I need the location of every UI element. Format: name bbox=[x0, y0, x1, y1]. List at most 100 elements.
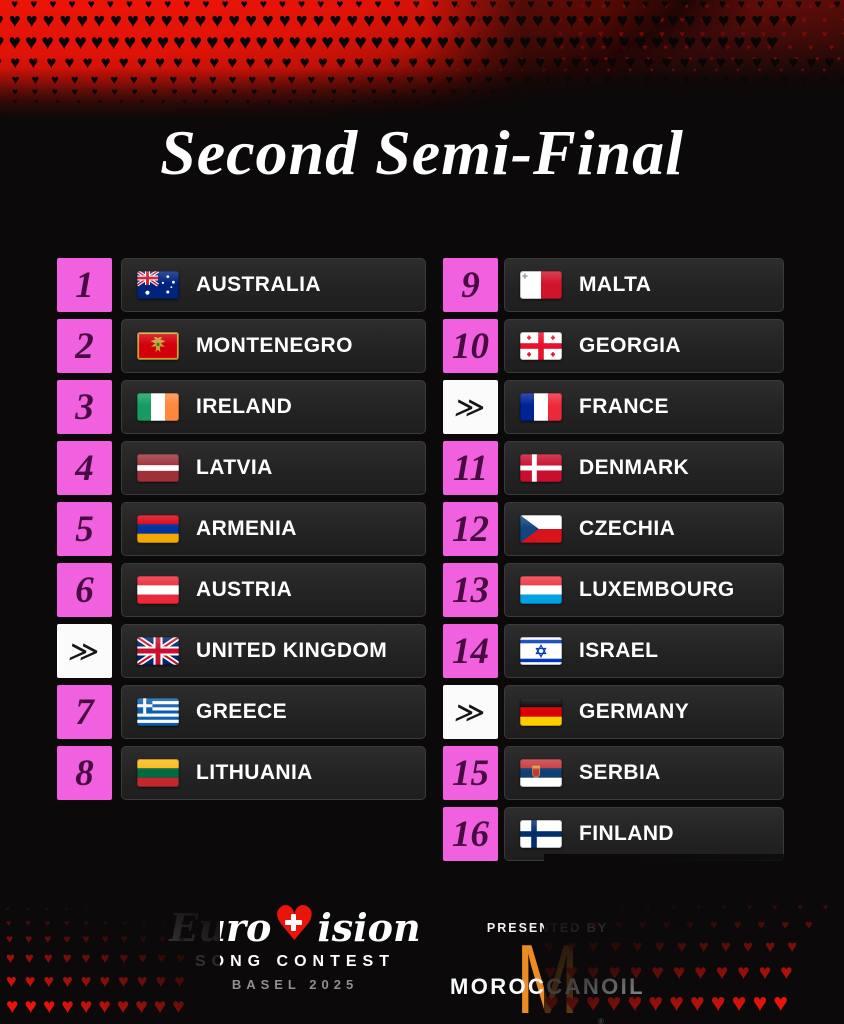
flag-germany-icon bbox=[520, 698, 562, 726]
country-name: ISRAEL bbox=[579, 639, 659, 662]
country-bar: GREECE bbox=[121, 685, 426, 739]
country-bar: FRANCE bbox=[504, 380, 784, 434]
country-bar: LATVIA bbox=[121, 441, 426, 495]
entry-row-malta: 9 MALTA bbox=[443, 258, 784, 312]
flag-austria-icon bbox=[137, 576, 179, 604]
country-name: AUSTRALIA bbox=[196, 273, 321, 296]
entry-row-luxembourg: 13 LUXEMBOURG bbox=[443, 563, 784, 617]
country-bar: DENMARK bbox=[504, 441, 784, 495]
running-order-left-column: 1 AUSTRALIA 2 MONTENEGRO 3 IRELAND 4 LATVIA 5 ARM… bbox=[57, 258, 426, 807]
entry-row-montenegro: 2 MONTENEGRO bbox=[57, 319, 426, 373]
song-contest-label: SONG CONTEST bbox=[194, 953, 395, 970]
country-name: CZECHIA bbox=[579, 517, 676, 540]
country-bar: AUSTRIA bbox=[121, 563, 426, 617]
country-bar: FINLAND bbox=[504, 807, 784, 861]
country-name: SERBIA bbox=[579, 761, 661, 784]
flag-france-icon bbox=[520, 393, 562, 421]
position-badge: 16 bbox=[443, 807, 498, 861]
position-badge: 8 bbox=[57, 746, 112, 800]
position-badge: 14 bbox=[443, 624, 498, 678]
country-bar: UNITED KINGDOM bbox=[121, 624, 426, 678]
country-bar: GEORGIA bbox=[504, 319, 784, 373]
country-bar: LUXEMBOURG bbox=[504, 563, 784, 617]
country-name: GEORGIA bbox=[579, 334, 681, 357]
flag-malta-icon bbox=[520, 271, 562, 299]
position-badge: 4 bbox=[57, 441, 112, 495]
swiss-heart-icon: ♥ bbox=[272, 900, 316, 949]
flag-czechia-icon bbox=[520, 515, 562, 543]
entry-row-united-kingdom: ≫ UNITED KINGDOM bbox=[57, 624, 426, 678]
country-bar: ARMENIA bbox=[121, 502, 426, 556]
hearts-bottom-right-fade bbox=[544, 854, 844, 1024]
flag-ireland-icon bbox=[137, 393, 179, 421]
entry-row-greece: 7 GREECE bbox=[57, 685, 426, 739]
page-title: Second Semi-Final bbox=[160, 117, 684, 188]
country-name: GREECE bbox=[196, 700, 288, 723]
prequalified-badge: ≫ bbox=[57, 624, 112, 678]
position-badge: 1 bbox=[57, 258, 112, 312]
country-name: LATVIA bbox=[196, 456, 273, 479]
country-name: MALTA bbox=[579, 273, 652, 296]
entry-row-germany: ≫ GERMANY bbox=[443, 685, 784, 739]
flag-israel-icon bbox=[520, 637, 562, 665]
entry-row-czechia: 12 CZECHIA bbox=[443, 502, 784, 556]
position-badge: 10 bbox=[443, 319, 498, 373]
hearts-bottom-left-fade bbox=[0, 872, 220, 1024]
flag-united-kingdom-icon bbox=[137, 637, 179, 665]
position-badge: 15 bbox=[443, 746, 498, 800]
heart-pattern-fade bbox=[0, 0, 844, 122]
entry-row-france: ≫ FRANCE bbox=[443, 380, 784, 434]
country-bar: MONTENEGRO bbox=[121, 319, 426, 373]
flag-finland-icon bbox=[520, 820, 562, 848]
position-badge: 12 bbox=[443, 502, 498, 556]
entry-row-georgia: 10 GEORGIA bbox=[443, 319, 784, 373]
flag-lithuania-icon bbox=[137, 759, 179, 787]
entry-row-israel: 14 ISRAEL bbox=[443, 624, 784, 678]
position-badge: 11 bbox=[443, 441, 498, 495]
entry-row-ireland: 3 IRELAND bbox=[57, 380, 426, 434]
flag-australia-icon bbox=[137, 271, 179, 299]
country-name: UNITED KINGDOM bbox=[196, 639, 388, 662]
country-name: ARMENIA bbox=[196, 517, 297, 540]
country-bar: GERMANY bbox=[504, 685, 784, 739]
country-bar: IRELAND bbox=[121, 380, 426, 434]
position-badge: 7 bbox=[57, 685, 112, 739]
entry-row-denmark: 11 DENMARK bbox=[443, 441, 784, 495]
entry-row-lithuania: 8 LITHUANIA bbox=[57, 746, 426, 800]
country-bar: AUSTRALIA bbox=[121, 258, 426, 312]
halftone-hearts-top: ♥♥♥♥♥♥♥♥♥♥♥♥♥♥♥♥♥♥♥♥♥♥♥♥♥♥♥♥♥♥♥♥♥♥♥♥♥♥♥♥… bbox=[0, 0, 844, 122]
prequalified-badge: ≫ bbox=[443, 685, 498, 739]
flag-denmark-icon bbox=[520, 454, 562, 482]
entry-row-australia: 1 AUSTRALIA bbox=[57, 258, 426, 312]
country-name: FINLAND bbox=[579, 822, 674, 845]
running-order-right-column: 9 MALTA 10 GEORGIA ≫ FRANCE 11 DENMARK 12 CZECHIA… bbox=[443, 258, 784, 868]
flag-luxembourg-icon bbox=[520, 576, 562, 604]
position-badge: 5 bbox=[57, 502, 112, 556]
entry-row-finland: 16 FINLAND bbox=[443, 807, 784, 861]
position-badge: 2 bbox=[57, 319, 112, 373]
country-name: LITHUANIA bbox=[196, 761, 313, 784]
prequalified-badge: ≫ bbox=[443, 380, 498, 434]
position-badge: 6 bbox=[57, 563, 112, 617]
position-badge: 13 bbox=[443, 563, 498, 617]
basel-2025-label: BASEL 2025 bbox=[231, 977, 359, 992]
flag-latvia-icon bbox=[137, 454, 179, 482]
country-bar: SERBIA bbox=[504, 746, 784, 800]
entry-row-armenia: 5 ARMENIA bbox=[57, 502, 426, 556]
country-bar: LITHUANIA bbox=[121, 746, 426, 800]
country-name: DENMARK bbox=[579, 456, 690, 479]
country-name: FRANCE bbox=[579, 395, 669, 418]
flag-serbia-icon bbox=[520, 759, 562, 787]
country-name: GERMANY bbox=[579, 700, 690, 723]
country-bar: CZECHIA bbox=[504, 502, 784, 556]
country-bar: MALTA bbox=[504, 258, 784, 312]
flag-greece-icon bbox=[137, 698, 179, 726]
flag-armenia-icon bbox=[137, 515, 179, 543]
country-name: MONTENEGRO bbox=[196, 334, 353, 357]
eurovision-word-end: ision bbox=[317, 905, 421, 950]
flag-georgia-icon bbox=[520, 332, 562, 360]
country-name: AUSTRIA bbox=[196, 578, 293, 601]
entry-row-serbia: 15 SERBIA bbox=[443, 746, 784, 800]
position-badge: 9 bbox=[443, 258, 498, 312]
